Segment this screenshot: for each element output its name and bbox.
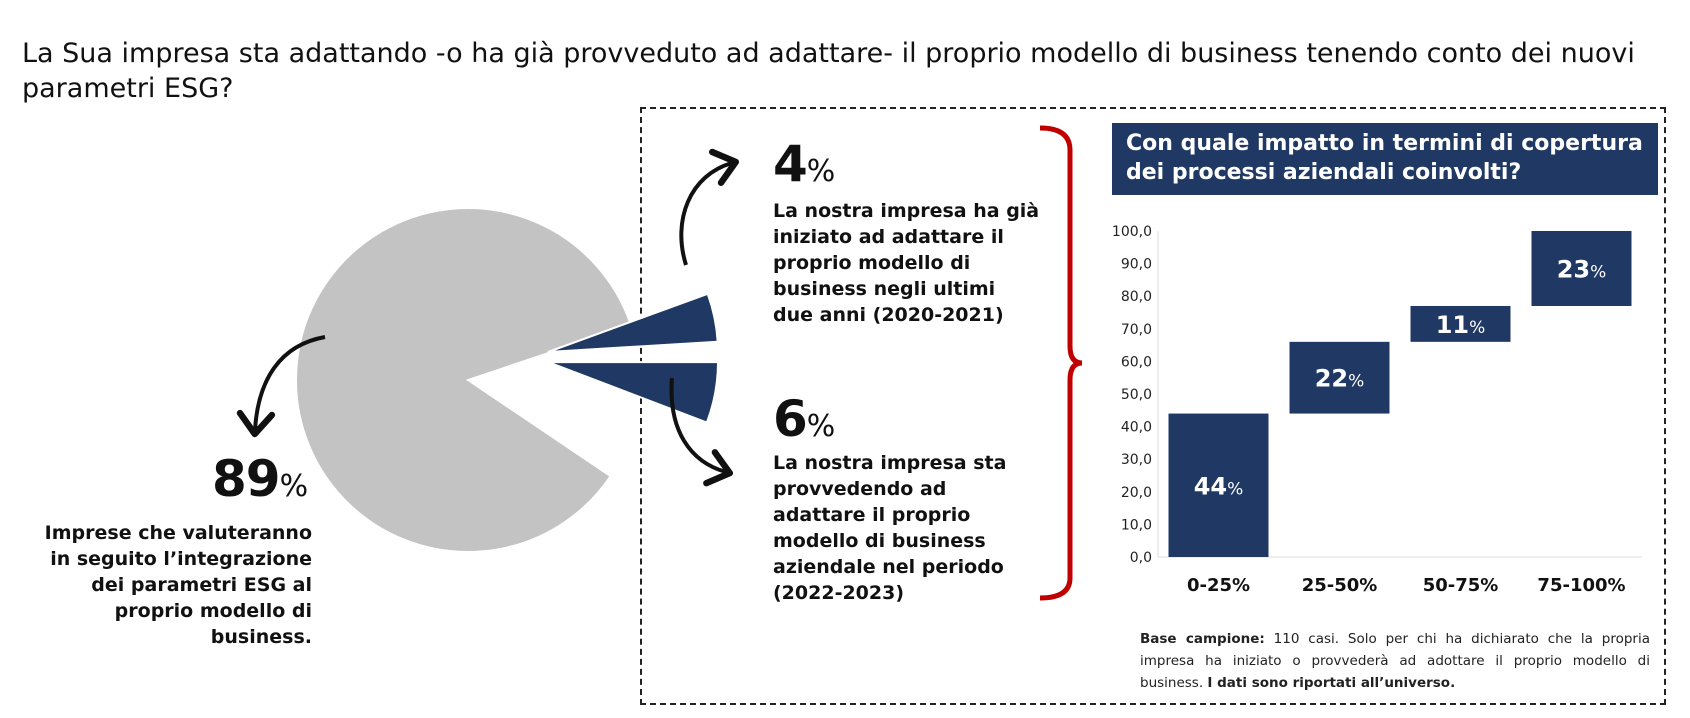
y-tick-label: 40,0: [1121, 420, 1152, 436]
note-bold-prefix: Base campione:: [1140, 631, 1265, 647]
label-4: La nostra impresa ha già iniziato ad ada…: [773, 200, 1040, 326]
y-tick-label: 100,0: [1112, 224, 1152, 240]
pct-89-value: 89: [212, 450, 281, 508]
y-tick-label: 80,0: [1121, 289, 1152, 305]
pct-6-value: 6: [773, 390, 808, 448]
pct-89: 89%: [212, 450, 308, 508]
bar-data-label: 44%: [1194, 472, 1244, 500]
pct-4-value: 4: [773, 135, 808, 193]
y-tick-label: 70,0: [1121, 322, 1152, 338]
x-tick-label: 50-75%: [1423, 575, 1499, 596]
pct-89-symbol: %: [279, 469, 309, 504]
y-tick-label: 10,0: [1121, 517, 1152, 533]
label-6: La nostra impresa sta provvedendo ad ada…: [773, 452, 1007, 604]
y-tick-label: 0,0: [1130, 550, 1152, 566]
curly-brace: [1039, 125, 1083, 601]
arrow-to-4: [679, 148, 740, 266]
bar-75-100%: [1531, 231, 1632, 306]
pct-6-symbol: %: [806, 409, 836, 444]
label-89: Imprese che valuteranno in seguito l’int…: [44, 522, 312, 648]
x-tick-label: 25-50%: [1302, 575, 1378, 596]
detail-frame: [640, 107, 1666, 705]
pct-4-symbol: %: [806, 154, 836, 189]
pie-slice-89: [295, 207, 633, 553]
pct-6: 6%: [773, 390, 835, 448]
question-text: La Sua impresa sta adattando -o ha già p…: [22, 38, 1635, 104]
pie-slice-6: [547, 361, 720, 424]
y-tick-label: 60,0: [1121, 354, 1152, 370]
arrow-to-6: [669, 377, 734, 487]
y-tick-label: 20,0: [1121, 485, 1152, 501]
y-tick-label: 30,0: [1121, 452, 1152, 468]
pct-4: 4%: [773, 135, 835, 193]
x-tick-label: 0-25%: [1187, 575, 1250, 596]
x-tick-label: 75-100%: [1537, 575, 1625, 596]
pie-chart: [295, 207, 720, 553]
pie-slice-4: [547, 292, 719, 353]
bar-data-label: 11%: [1436, 311, 1486, 339]
y-tick-label: 50,0: [1121, 387, 1152, 403]
arrow-to-89: [236, 335, 326, 438]
y-tick-label: 90,0: [1121, 257, 1152, 273]
chart-title: Con quale impatto in termini di copertur…: [1112, 123, 1658, 195]
bar-data-label: 22%: [1315, 365, 1365, 393]
bar-50-75%: [1410, 305, 1511, 342]
base-note: Base campione: 110 casi. Solo per chi ha…: [1140, 628, 1650, 694]
waterfall-chart: 0,0 10,0 20,0 30,0 40,0 50,0 60,0 70,0 80,0 90,0 1…: [1112, 224, 1642, 596]
bar-25-50%: [1289, 341, 1390, 414]
bar-0-25%: [1168, 413, 1269, 557]
note-text: 110 casi. Solo per chi ha dichiarato che…: [1140, 631, 1650, 691]
note-bold-suffix: I dati sono riportati all’universo.: [1207, 675, 1456, 691]
bar-data-label: 23%: [1557, 255, 1607, 283]
